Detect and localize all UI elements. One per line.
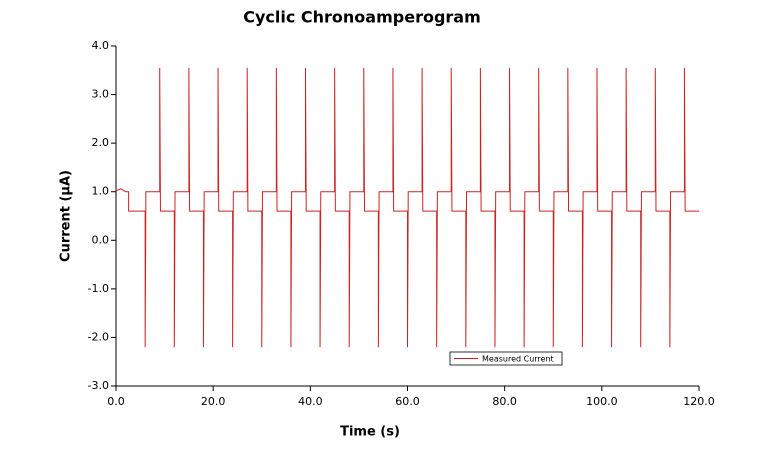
legend-label: Measured Current [482, 355, 554, 364]
chart-title: Cyclic Chronoamperogram [243, 8, 481, 27]
y-tick-label: 1.0 [92, 185, 110, 198]
x-tick-label: 80.0 [492, 395, 517, 408]
x-tick-label: 0.0 [107, 395, 125, 408]
y-tick-label: 3.0 [92, 88, 110, 101]
x-tick-label: 100.0 [586, 395, 618, 408]
data-line [115, 67, 699, 348]
y-tick-label: -1.0 [88, 282, 109, 295]
y-tick-label: -3.0 [88, 379, 109, 392]
x-tick-label: 60.0 [395, 395, 420, 408]
legend-box [449, 351, 563, 366]
x-tick-label: 40.0 [298, 395, 323, 408]
x-tick-label: 20.0 [201, 395, 226, 408]
y-tick-label: -2.0 [88, 330, 109, 343]
x-tick-label: 120.0 [683, 395, 715, 408]
y-axis-label: Current (µA) [59, 170, 74, 262]
y-tick-label: 4.0 [92, 39, 110, 52]
y-tick-label: 0.0 [92, 233, 110, 246]
y-tick-label: 2.0 [92, 136, 110, 149]
x-axis-label: Time (s) [340, 425, 400, 440]
